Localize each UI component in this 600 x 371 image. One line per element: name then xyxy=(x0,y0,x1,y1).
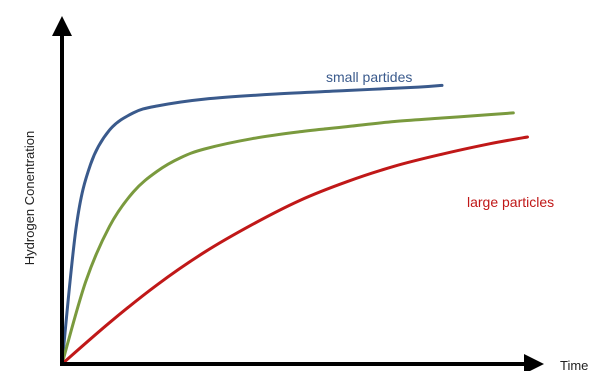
series-line-small-partides xyxy=(60,83,444,366)
series-label-small-partides: small partides xyxy=(326,69,412,85)
x-axis-label: Time xyxy=(560,358,588,371)
series-line-middle xyxy=(60,111,515,366)
y-axis-label: Hydrogen Conentration xyxy=(22,131,37,265)
series-line-large-particles xyxy=(60,135,529,366)
series-layer xyxy=(60,83,529,366)
series-label-large-particles: large particles xyxy=(467,194,554,210)
